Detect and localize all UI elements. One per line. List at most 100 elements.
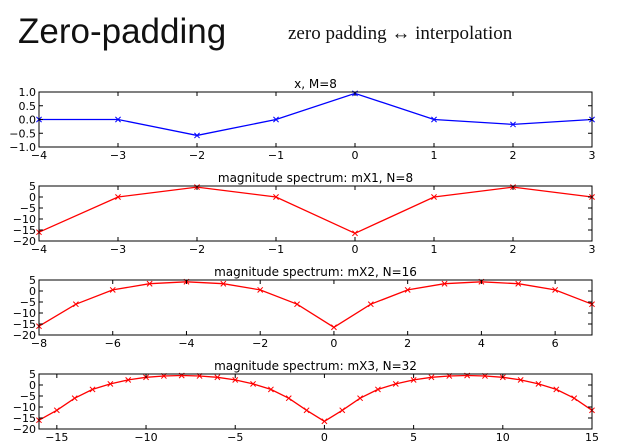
x-tick-label: 2 bbox=[510, 243, 517, 256]
x-tick-label: −4 bbox=[31, 243, 47, 256]
x-tick-label: −1 bbox=[268, 149, 284, 162]
subplot-3: magnitude spectrum: mX2, N=16−8 −6 −4 −2 0 2 4… bbox=[13, 265, 595, 350]
y-tick-label: −10 bbox=[13, 213, 36, 226]
data-point-marker bbox=[431, 194, 437, 200]
data-point-marker bbox=[273, 116, 279, 123]
data-point-marker bbox=[410, 376, 417, 383]
series-line bbox=[39, 92, 593, 137]
axes-frame bbox=[38, 279, 593, 336]
data-point-marker bbox=[107, 380, 114, 387]
data-point-marker bbox=[250, 380, 257, 387]
subplot-2: magnitude spectrum: mX1, N=8−4 −3 −2 −1 0 1 2 3… bbox=[13, 171, 596, 256]
x-tick-label: 0 bbox=[321, 431, 328, 444]
x-tick-label: −3 bbox=[110, 243, 126, 256]
x-tick-label: 3 bbox=[589, 243, 596, 256]
data-point-marker bbox=[374, 386, 381, 393]
subplot-4: magnitude spectrum: mX3, N=32−15 −10 −5 0 5 1… bbox=[13, 359, 599, 444]
data-point-marker bbox=[115, 116, 121, 123]
data-point-marker bbox=[517, 376, 524, 383]
data-point-marker bbox=[571, 395, 578, 402]
data-point-marker bbox=[285, 395, 292, 402]
y-tick-label: −15 bbox=[13, 412, 36, 425]
y-tick-label: −0.5 bbox=[9, 127, 36, 140]
axes-frame bbox=[38, 373, 593, 430]
axes-frame bbox=[38, 185, 593, 242]
x-tick-label: 1 bbox=[431, 243, 438, 256]
y-tick-label: 0.5 bbox=[19, 100, 37, 113]
y-tick-label: −5 bbox=[20, 296, 36, 309]
y-tick-label: −10 bbox=[13, 401, 36, 414]
y-tick-label: −5 bbox=[20, 390, 36, 403]
subplot-title: magnitude spectrum: mX1, N=8 bbox=[218, 171, 413, 185]
data-point-marker bbox=[357, 395, 364, 402]
x-tick-label: −1 bbox=[268, 243, 284, 256]
subplot-1: x, M=8 −4 −3 −2 −1 0 1 2 3 1.00.50.0−0.5−1.0 bbox=[9, 77, 595, 162]
x-tick-label: −2 bbox=[189, 149, 205, 162]
data-point-marker bbox=[194, 132, 200, 139]
x-tick-label: −2 bbox=[252, 337, 268, 350]
data-point-marker bbox=[53, 407, 60, 414]
x-tick-label: 4 bbox=[478, 337, 485, 350]
y-tick-label: −20 bbox=[13, 235, 36, 248]
data-point-marker bbox=[441, 280, 448, 287]
series-line bbox=[38, 374, 593, 423]
data-point-marker bbox=[146, 280, 153, 287]
x-tick-label: 15 bbox=[585, 431, 599, 444]
x-tick-label: 2 bbox=[510, 149, 517, 162]
data-point-marker bbox=[89, 386, 96, 393]
y-tick-label: 0.0 bbox=[19, 114, 37, 127]
data-point-marker bbox=[367, 301, 374, 308]
x-tick-label: 0 bbox=[352, 149, 359, 162]
x-tick-label: 2 bbox=[404, 337, 411, 350]
y-tick-label: −20 bbox=[13, 329, 36, 342]
x-tick-label: −10 bbox=[134, 431, 157, 444]
data-point-marker bbox=[392, 380, 399, 387]
y-tick-label: 5 bbox=[29, 368, 36, 381]
data-point-marker bbox=[115, 194, 121, 200]
x-tick-label: 6 bbox=[552, 337, 559, 350]
data-point-marker bbox=[428, 374, 435, 381]
y-tick-label: 0 bbox=[29, 285, 36, 298]
x-tick-label: −4 bbox=[31, 149, 47, 162]
data-point-marker bbox=[352, 230, 358, 237]
data-point-marker bbox=[273, 194, 279, 200]
series-line bbox=[38, 281, 593, 329]
data-point-marker bbox=[330, 324, 337, 331]
data-point-marker bbox=[510, 121, 516, 128]
subplot-title: x, M=8 bbox=[294, 77, 337, 91]
series-line bbox=[38, 186, 593, 235]
y-tick-label: 5 bbox=[29, 274, 36, 287]
x-tick-label: −8 bbox=[31, 337, 47, 350]
data-point-marker bbox=[515, 280, 522, 287]
x-tick-label: −5 bbox=[227, 431, 243, 444]
x-tick-label: −6 bbox=[105, 337, 121, 350]
slide-subtitle: zero padding ↔ interpolation bbox=[288, 23, 513, 44]
x-tick-label: −15 bbox=[45, 431, 68, 444]
data-point-marker bbox=[404, 286, 411, 293]
data-point-marker bbox=[321, 418, 328, 425]
data-point-marker bbox=[220, 280, 227, 287]
y-tick-label: −10 bbox=[13, 307, 36, 320]
subplot-title: magnitude spectrum: mX2, N=16 bbox=[214, 265, 417, 279]
x-tick-label: 5 bbox=[410, 431, 417, 444]
y-tick-label: −20 bbox=[13, 423, 36, 436]
data-point-marker bbox=[431, 116, 437, 123]
x-tick-label: −3 bbox=[110, 149, 126, 162]
data-point-marker bbox=[232, 376, 239, 383]
y-tick-label: 1.0 bbox=[19, 86, 37, 99]
data-point-marker bbox=[71, 395, 78, 402]
data-point-marker bbox=[125, 376, 132, 383]
data-point-marker bbox=[109, 286, 116, 293]
y-tick-label: −15 bbox=[13, 224, 36, 237]
data-point-marker bbox=[72, 301, 79, 308]
data-point-marker bbox=[553, 386, 560, 393]
x-tick-label: 0 bbox=[330, 337, 337, 350]
y-tick-label: −1.0 bbox=[9, 141, 36, 154]
data-point-marker bbox=[535, 380, 542, 387]
slide-title: Zero-padding bbox=[18, 12, 227, 51]
x-tick-label: −4 bbox=[178, 337, 194, 350]
y-tick-label: 5 bbox=[29, 180, 36, 193]
x-tick-label: 3 bbox=[589, 149, 596, 162]
subplot-title: magnitude spectrum: mX3, N=32 bbox=[214, 359, 417, 373]
